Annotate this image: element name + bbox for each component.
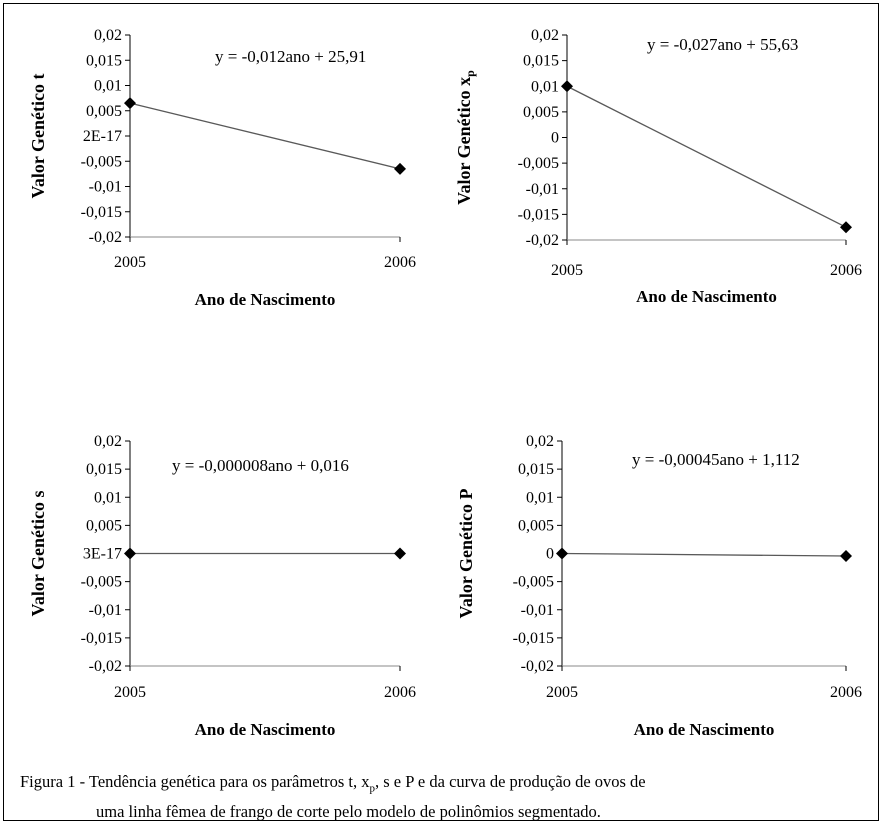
chart3-y-tick-label: 0,02 xyxy=(94,433,122,450)
chart4-y-tick-label: 0,005 xyxy=(518,517,554,534)
chart1-x-tick-label: 2005 xyxy=(114,254,146,271)
chart1-y-tick-label: -0,015 xyxy=(81,204,122,221)
chart2-y-tick-label: 0,01 xyxy=(531,78,559,95)
caption-label: Figura 1 - xyxy=(20,772,89,791)
chart2-trend-equation: y = -0,027ano + 55,63 xyxy=(647,35,798,54)
chart2-y-tick-label: 0 xyxy=(551,130,559,147)
chart1-y-tick-label: 0,02 xyxy=(94,27,122,44)
chart3-y-tick-label: 0,015 xyxy=(86,461,122,478)
chart1-x-tick-label: 2006 xyxy=(384,254,416,271)
chart4-trend-equation: y = -0,00045ano + 1,112 xyxy=(632,450,800,469)
chart2-y-tick-label: -0,01 xyxy=(526,181,559,198)
figure-caption: Figura 1 - Tendência genética para os pa… xyxy=(20,770,870,824)
chart3-point-2006 xyxy=(394,547,406,560)
chart3-x-axis-title: Ano de Nascimento xyxy=(195,720,336,739)
chart3-y-tick-label: -0,005 xyxy=(81,574,122,591)
chart2-x-tick-label: 2006 xyxy=(830,262,862,279)
chart3-y-tick-label: -0,015 xyxy=(81,630,122,647)
chart4-point-2006 xyxy=(840,550,852,563)
chart1-x-axis-title: Ano de Nascimento xyxy=(195,290,336,309)
chart1-y-tick-label: 2E-17 xyxy=(83,128,122,145)
caption-text-a: Tendência genética para os parâmetros t,… xyxy=(88,772,370,791)
chart3-y-tick-label: -0,01 xyxy=(89,602,122,619)
chart4-x-tick-label: 2006 xyxy=(830,684,862,701)
chart2-x-tick-label: 2005 xyxy=(551,262,583,279)
chart2-y-tick-label: -0,02 xyxy=(526,232,559,249)
chart4-point-2005 xyxy=(556,547,568,560)
chart2-series-line xyxy=(566,85,847,228)
figure-frame xyxy=(3,3,879,821)
chart4-y-tick-label: 0,01 xyxy=(526,489,554,506)
chart1-y-tick-label: -0,005 xyxy=(81,153,122,170)
chart1-point-2005 xyxy=(124,97,136,110)
caption-text-b: , s e P e da curva de produção de ovos d… xyxy=(375,772,646,791)
chart3-trend-equation: y = -0,000008ano + 0,016 xyxy=(172,456,349,475)
chart1-y-tick-label: -0,02 xyxy=(89,229,122,246)
chart3-y-tick-label: 0,005 xyxy=(86,517,122,534)
chart3-y-axis-title: Valor Genético s xyxy=(28,491,48,617)
chart3-point-2005 xyxy=(124,547,136,560)
chart2-x-axis-title: Ano de Nascimento xyxy=(636,287,777,306)
chart4-y-tick-label: -0,005 xyxy=(513,574,554,591)
chart4-y-tick-label: 0 xyxy=(546,546,554,563)
chart1-point-2006 xyxy=(394,162,406,175)
chart3-y-tick-label: 3E-17 xyxy=(83,546,122,563)
chart3-y-tick-label: 0,01 xyxy=(94,489,122,506)
chart4-y-tick-label: -0,02 xyxy=(521,658,554,675)
chart1-trend-equation: y = -0,012ano + 25,91 xyxy=(215,47,366,66)
chart4-x-tick-label: 2005 xyxy=(546,684,578,701)
chart1-y-tick-label: 0,005 xyxy=(86,103,122,120)
chart4-y-axis-title: Valor Genético P xyxy=(456,489,476,619)
chart1-y-tick-label: 0,01 xyxy=(94,78,122,95)
chart1-y-tick-label: 0,015 xyxy=(86,52,122,69)
chart2-y-tick-label: -0,005 xyxy=(518,155,559,172)
chart3-y-tick-label: -0,02 xyxy=(89,658,122,675)
chart4-series-line xyxy=(561,552,847,557)
chart4-y-tick-label: -0,015 xyxy=(513,630,554,647)
chart3-x-tick-label: 2005 xyxy=(114,684,146,701)
chart2-y-tick-label: 0,015 xyxy=(523,53,559,70)
chart4-y-tick-label: 0,02 xyxy=(526,433,554,450)
caption-line-2: uma linha fêmea de frango de corte pelo … xyxy=(96,802,601,822)
chart2-point-2005 xyxy=(561,80,573,93)
chart2-y-axis-title: Valor Genético xp xyxy=(454,70,477,205)
chart4-y-tick-label: 0,015 xyxy=(518,461,554,478)
chart3-x-tick-label: 2006 xyxy=(384,684,416,701)
chart1-y-axis-title: Valor Genético t xyxy=(28,74,48,199)
chart2-y-tick-label: 0,02 xyxy=(531,27,559,44)
chart4-y-tick-label: -0,01 xyxy=(521,602,554,619)
chart1-y-tick-label: -0,01 xyxy=(89,179,122,196)
chart2-y-tick-label: -0,015 xyxy=(518,206,559,223)
chart1-series-line xyxy=(129,102,401,170)
chart2-point-2006 xyxy=(840,221,852,234)
chart4-x-axis-title: Ano de Nascimento xyxy=(634,720,775,739)
chart2-y-tick-label: 0,005 xyxy=(523,104,559,121)
caption-subscript: p xyxy=(369,782,376,795)
